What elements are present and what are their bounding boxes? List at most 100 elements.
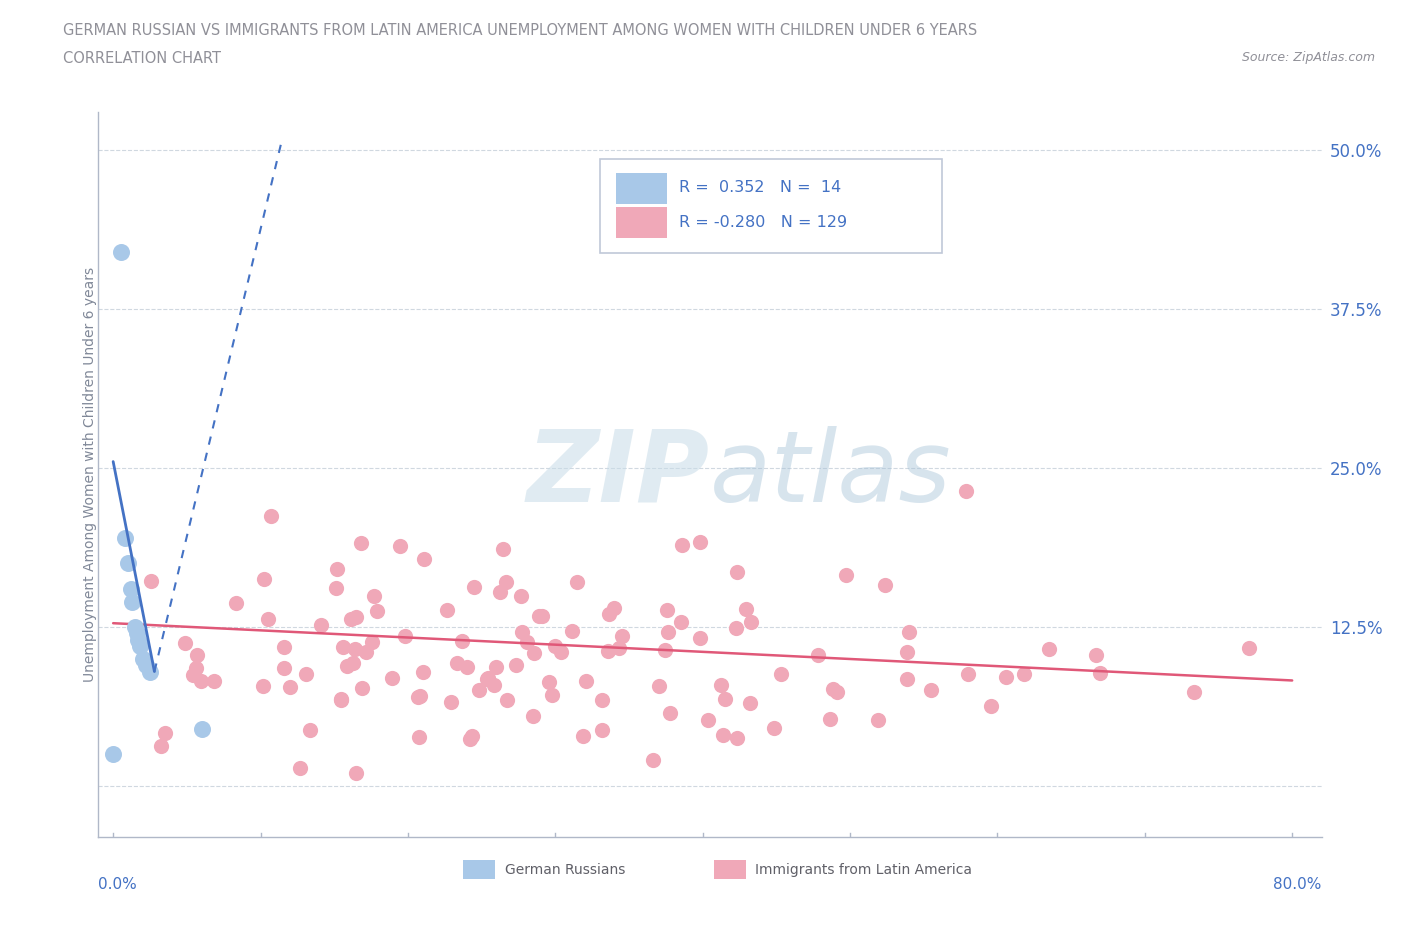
Point [150,738,173,753]
Text: GERMAN RUSSIAN VS IMMIGRANTS FROM LATIN AMERICA UNEMPLOYMENT AMONG WOMEN WITH CH: GERMAN RUSSIAN VS IMMIGRANTS FROM LATIN … [63,23,977,38]
FancyBboxPatch shape [600,159,942,253]
Point [866,712,889,727]
Point [446,656,468,671]
Point [190,673,212,688]
Point [436,603,458,618]
Point [463,579,485,594]
Point [896,645,918,660]
Point [288,760,311,775]
Point [671,538,693,552]
Point [527,609,550,624]
Point [361,635,384,650]
Point [598,606,620,621]
Point [544,639,567,654]
Point [131,651,153,666]
Text: German Russians: German Russians [505,863,624,877]
Point [153,725,176,740]
Point [740,615,762,630]
Point [363,589,385,604]
Point [325,562,347,577]
Point [350,681,373,696]
Point [725,731,748,746]
Point [260,508,283,523]
Point [350,536,373,551]
Point [412,551,434,566]
Point [190,722,212,737]
Point [120,581,142,596]
Point [117,556,139,571]
Point [697,712,720,727]
Point [186,661,208,676]
Point [516,635,538,650]
Point [920,683,942,698]
Point [125,626,148,641]
Point [121,594,143,609]
Point [510,624,533,639]
Point [1012,667,1035,682]
Point [873,578,896,592]
Point [412,665,434,680]
Text: 80.0%: 80.0% [1274,877,1322,892]
Point [980,698,1002,713]
Point [711,727,734,742]
Point [332,640,354,655]
Point [591,693,613,708]
Text: Immigrants from Latin America: Immigrants from Latin America [755,863,973,877]
Point [440,695,463,710]
Point [295,667,318,682]
Point [572,729,595,744]
Point [477,672,499,687]
Text: CORRELATION CHART: CORRELATION CHART [63,51,221,66]
Point [598,644,620,658]
Text: R =  0.352   N =  14: R = 0.352 N = 14 [679,179,842,194]
Point [738,696,761,711]
Point [835,567,858,582]
FancyBboxPatch shape [616,173,668,204]
Point [531,609,554,624]
Point [575,673,598,688]
Point [510,589,533,604]
Point [1239,641,1261,656]
Point [477,671,499,685]
Point [174,635,197,650]
Point [329,692,352,707]
Point [1182,684,1205,699]
Point [522,708,544,723]
Point [770,667,793,682]
Point [408,730,430,745]
Point [897,624,920,639]
FancyBboxPatch shape [616,207,668,238]
Point [252,679,274,694]
Point [489,585,512,600]
Point [309,618,332,632]
Point [456,659,478,674]
Point [381,671,404,685]
Point [336,658,359,673]
Point [591,723,613,737]
Point [280,680,302,695]
Point [139,574,162,589]
Point [325,580,347,595]
Point [567,575,589,590]
Point [484,678,506,693]
Point [671,615,693,630]
Point [344,642,367,657]
Point [354,644,377,659]
Point [763,721,786,736]
Point [366,604,388,618]
Point [818,711,841,726]
Point [468,683,491,698]
Point [394,629,416,644]
Point [550,644,572,659]
Text: atlas: atlas [710,426,952,523]
Point [657,625,679,640]
Y-axis label: Unemployment Among Women with Children Under 6 years: Unemployment Among Women with Children U… [83,267,97,682]
Point [496,692,519,707]
Point [485,659,508,674]
Point [186,647,208,662]
FancyBboxPatch shape [463,860,495,879]
Point [225,595,247,610]
Point [344,766,367,781]
Point [344,610,367,625]
Point [523,646,546,661]
